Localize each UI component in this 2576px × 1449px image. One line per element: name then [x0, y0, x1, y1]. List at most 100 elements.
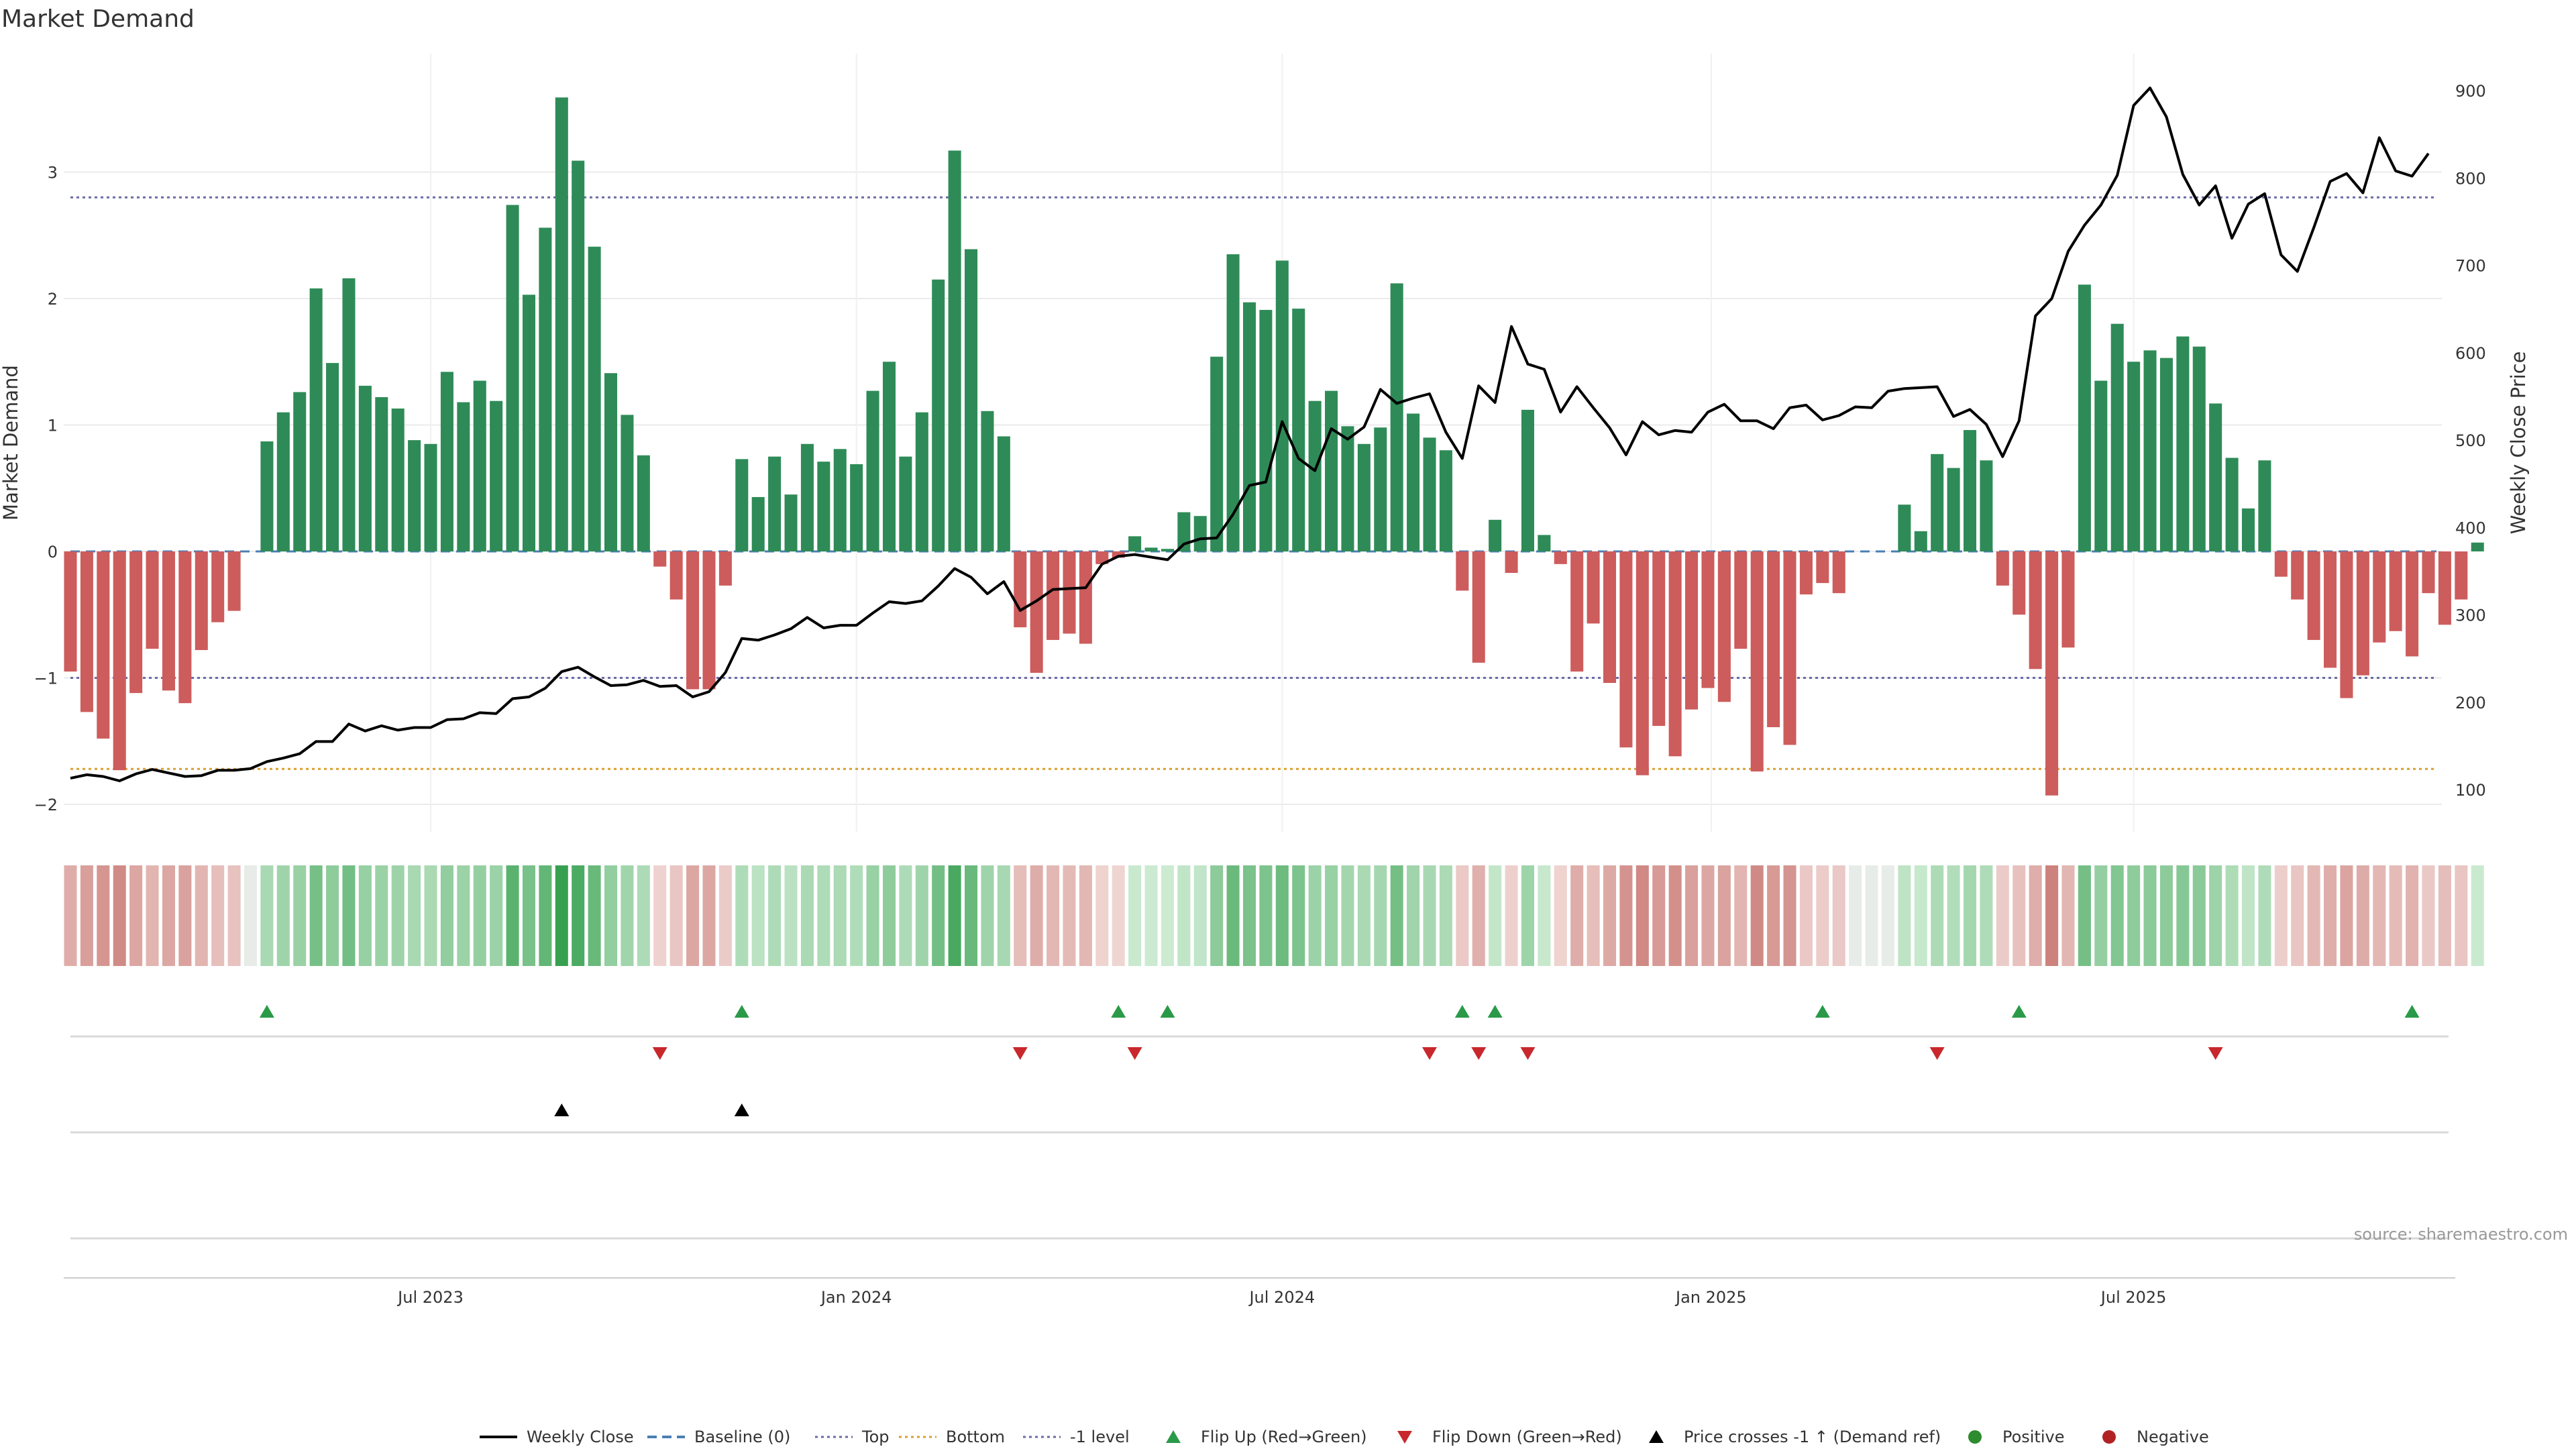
- demand-bar: [718, 551, 732, 586]
- demand-bars: [64, 97, 2484, 796]
- demand-bar: [1357, 443, 1371, 551]
- demand-bar: [1914, 531, 1927, 551]
- heat-cell: [2455, 865, 2468, 966]
- heat-cell: [1242, 865, 1256, 966]
- demand-bar: [195, 551, 208, 651]
- heat-cell: [1112, 865, 1125, 966]
- demand-bar: [997, 436, 1010, 551]
- demand-bar: [1193, 516, 1207, 551]
- flip-down-marker: [1422, 1047, 1438, 1060]
- flip-down-marker: [1929, 1047, 1945, 1060]
- demand-bar: [2406, 551, 2419, 657]
- flip-up-marker: [2404, 1005, 2420, 1018]
- demand-bar: [2340, 551, 2353, 698]
- heat-cell: [1063, 865, 1076, 966]
- demand-bar: [424, 443, 437, 551]
- demand-bar: [751, 496, 765, 551]
- demand-bar: [915, 412, 928, 551]
- x-axis: Jul 2023 Jan 2024 Jul 2024 Jan 2025 Jul 2025: [64, 1277, 2455, 1307]
- demand-bar: [490, 400, 503, 551]
- legend-label-2: Top: [861, 1428, 890, 1446]
- demand-bar: [1668, 551, 1682, 757]
- demand-bar: [1750, 551, 1764, 771]
- heat-cell: [2029, 865, 2042, 966]
- demand-bar: [1390, 283, 1403, 551]
- heat-cell: [948, 865, 961, 966]
- demand-bar: [2143, 350, 2157, 551]
- heat-cell: [1554, 865, 1567, 966]
- heat-cell: [784, 865, 798, 966]
- heat-cell: [1489, 865, 1502, 966]
- heat-cell: [1701, 865, 1715, 966]
- y2-tick-label-3: 400: [2455, 519, 2486, 537]
- demand-bar: [162, 551, 175, 691]
- heat-cell: [1750, 865, 1764, 966]
- heat-cell: [1275, 865, 1289, 966]
- heat-cell: [1030, 865, 1043, 966]
- demand-bar: [2291, 551, 2304, 600]
- demand-bar: [440, 372, 453, 551]
- demand-bar: [326, 363, 339, 551]
- heat-cell: [113, 865, 126, 966]
- heat-cell: [1226, 865, 1240, 966]
- heat-cell: [1193, 865, 1207, 966]
- heat-cell: [2389, 865, 2402, 966]
- heat-cell: [293, 865, 307, 966]
- heat-cell: [1308, 865, 1322, 966]
- chart-title: Market Demand: [1, 5, 195, 33]
- demand-bar: [2225, 458, 2239, 551]
- demand-bar: [1783, 551, 1796, 745]
- demand-bar: [97, 551, 110, 739]
- demand-bar: [653, 551, 667, 567]
- heat-cell: [1259, 865, 1273, 966]
- heat-cell: [1177, 865, 1191, 966]
- heat-cell: [2356, 865, 2369, 966]
- heat-cell: [899, 865, 912, 966]
- demand-bar: [1030, 551, 1043, 673]
- heat-cell: [1668, 865, 1682, 966]
- heat-cell: [572, 865, 585, 966]
- heat-cell: [1947, 865, 1960, 966]
- heat-cell: [162, 865, 175, 966]
- demand-bar: [932, 279, 945, 551]
- heat-cell: [260, 865, 274, 966]
- demand-bar: [309, 288, 323, 551]
- demand-bar: [1931, 453, 1944, 551]
- heat-cell: [1079, 865, 1092, 966]
- demand-bar: [1242, 302, 1256, 551]
- heat-cell: [2307, 865, 2320, 966]
- heat-cell: [915, 865, 928, 966]
- demand-bar: [817, 462, 830, 551]
- demand-bar: [473, 380, 486, 551]
- legend-label-8: Positive: [2002, 1428, 2065, 1446]
- heat-cell: [1570, 865, 1584, 966]
- heat-cell: [457, 865, 470, 966]
- heat-cell: [751, 865, 765, 966]
- demand-bar: [129, 551, 143, 694]
- legend-swatch: [2102, 1430, 2116, 1444]
- legend: Weekly Close Baseline (0) Top Bottom -1 leve…: [480, 1428, 2209, 1446]
- legend-label-4: -1 level: [1070, 1428, 1130, 1446]
- heat-cell: [2127, 865, 2141, 966]
- heat-cell: [1587, 865, 1600, 966]
- demand-bar: [1489, 519, 1502, 551]
- heat-cell: [2159, 865, 2173, 966]
- heat-cell: [1128, 865, 1142, 966]
- heat-cell: [146, 865, 159, 966]
- y2-tick-label-5: 600: [2455, 344, 2486, 363]
- heat-cell: [227, 865, 241, 966]
- x-tick-label-2: Jul 2024: [1248, 1288, 1315, 1307]
- heat-cell: [326, 865, 339, 966]
- y-tick-label-0: −2: [34, 796, 58, 814]
- y2-tick-label-4: 500: [2455, 431, 2486, 450]
- demand-bar: [1996, 551, 2009, 586]
- heat-cell: [1914, 865, 1927, 966]
- demand-bar: [948, 150, 961, 551]
- heat-cell: [1292, 865, 1305, 966]
- weekly-close-series: [70, 87, 2430, 782]
- demand-bar: [1964, 430, 1977, 551]
- demand-bar: [506, 205, 519, 551]
- flip-up-marker: [259, 1005, 274, 1018]
- demand-bar: [1980, 460, 1993, 551]
